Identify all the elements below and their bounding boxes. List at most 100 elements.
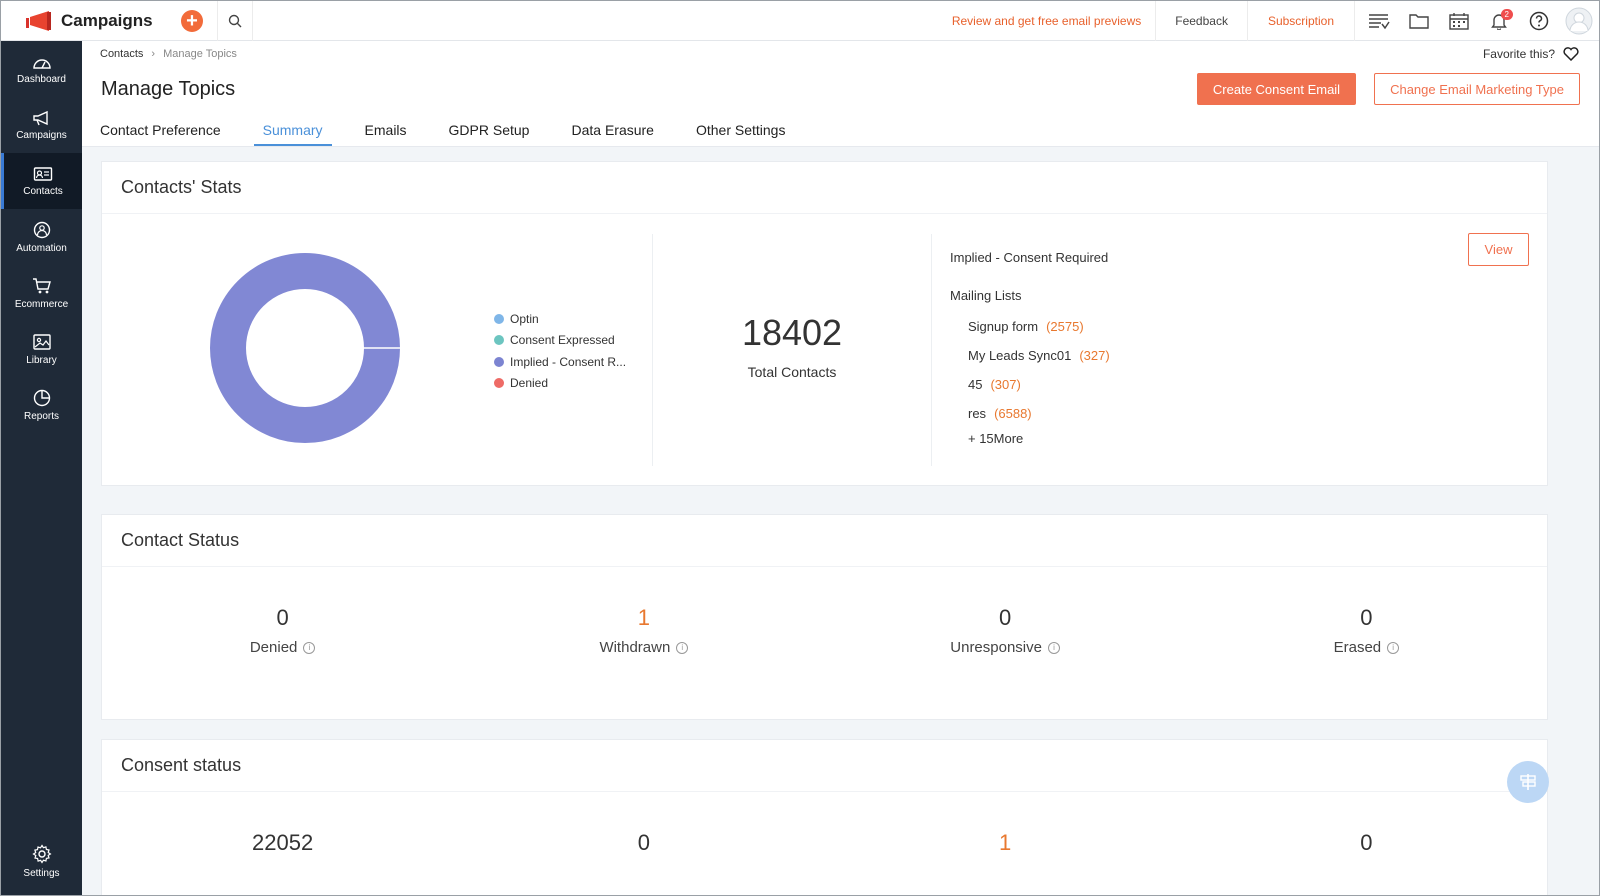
create-consent-email-button[interactable]: Create Consent Email xyxy=(1196,73,1357,105)
tab-summary[interactable]: Summary xyxy=(253,122,332,146)
notifications-button[interactable]: 2 xyxy=(1479,1,1519,41)
sidebar-item-contacts[interactable]: Contacts xyxy=(1,153,82,209)
sidebar-item-label: Settings xyxy=(23,867,60,879)
folder-button[interactable] xyxy=(1399,1,1439,41)
sidebar-item-label: Automation xyxy=(16,242,67,254)
metric-erased: 0 Erased i xyxy=(1186,605,1547,656)
search-icon xyxy=(228,14,242,27)
mailing-list-item[interactable]: res (6588) xyxy=(950,399,1110,428)
mailing-list-item[interactable]: My Leads Sync01 (327) xyxy=(950,341,1110,370)
search-button[interactable] xyxy=(217,1,253,41)
sidebar-item-library[interactable]: Library xyxy=(1,321,82,377)
consent-metric-value: 0 xyxy=(1360,830,1373,855)
contact-status-metrics: 0 Denied i 1 Withdrawn i 0 Unresponsive i 0… xyxy=(102,605,1547,656)
library-icon xyxy=(32,333,51,350)
metric-label: Erased xyxy=(1333,639,1382,656)
folder-icon xyxy=(1409,13,1429,29)
calendar-icon xyxy=(1449,12,1469,30)
total-contacts: 18402 Total Contacts xyxy=(652,312,932,380)
list-view-button[interactable] xyxy=(1359,1,1399,41)
tab-data-erasure[interactable]: Data Erasure xyxy=(571,122,654,138)
feedback-link[interactable]: Feedback xyxy=(1156,1,1248,41)
mailing-list-count: (6588) xyxy=(994,406,1032,421)
sidebar-item-campaigns[interactable]: Campaigns xyxy=(1,97,82,153)
consent-metric-value: 0 xyxy=(637,830,650,855)
breadcrumb: Contacts › Manage Topics Favorite this? xyxy=(82,41,1599,67)
sidebar-item-reports[interactable]: Reports xyxy=(1,377,82,433)
contacts-donut-chart xyxy=(210,253,403,443)
divider xyxy=(931,234,932,466)
legend-item-optin[interactable]: Optin xyxy=(494,308,626,330)
contact-status-title: Contact Status xyxy=(102,515,1547,567)
mailing-list-count: (307) xyxy=(990,377,1021,392)
total-contacts-label: Total Contacts xyxy=(747,364,837,380)
chart-legend: Optin Consent Expressed Implied - Consen… xyxy=(494,308,626,394)
main-content: Contacts › Manage Topics Favorite this? … xyxy=(82,41,1599,895)
metric-value[interactable]: 1 xyxy=(637,605,650,630)
quick-create-button[interactable]: + xyxy=(181,9,203,32)
legend-item-implied[interactable]: Implied - Consent R... xyxy=(494,351,626,373)
signpost-icon xyxy=(1520,774,1536,790)
contacts-stats-card: Contacts' Stats Optin Consent Expressed … xyxy=(101,161,1548,486)
legend-label: Optin xyxy=(510,311,539,326)
consent-metric-value[interactable]: 1 xyxy=(999,830,1012,855)
metric-withdrawn: 1 Withdrawn i xyxy=(463,605,824,656)
tab-bar: Contact Preference Summary Emails GDPR S… xyxy=(82,111,1599,147)
heart-icon xyxy=(1563,47,1579,61)
info-icon[interactable]: i xyxy=(676,641,689,654)
legend-dot xyxy=(494,335,504,346)
sidebar-item-label: Reports xyxy=(23,410,59,422)
tab-gdpr-setup[interactable]: GDPR Setup xyxy=(448,122,530,138)
mailing-lists-label: Mailing Lists xyxy=(950,287,1022,303)
divider xyxy=(652,234,653,466)
sidebar-item-label: Campaigns xyxy=(16,129,67,141)
legend-item-denied[interactable]: Denied xyxy=(494,373,626,395)
info-icon[interactable]: i xyxy=(1387,641,1400,654)
avatar-icon xyxy=(1565,7,1593,34)
page-title: Manage Topics xyxy=(101,77,236,100)
segment-details: Implied - Consent Required Mailing Lists… xyxy=(950,250,1110,448)
sidebar: Dashboard Campaigns Contacts Automation … xyxy=(1,41,82,895)
help-icon xyxy=(1529,11,1549,30)
info-icon[interactable]: i xyxy=(1047,641,1060,654)
view-button[interactable]: View xyxy=(1468,233,1529,266)
more-lists-link[interactable]: + 15More xyxy=(968,430,1024,446)
help-button[interactable] xyxy=(1519,1,1559,41)
consent-status-metrics: 22052 0 1 0 xyxy=(102,830,1547,856)
mailing-list-item[interactable]: 45 (307) xyxy=(950,370,1110,399)
contacts-stats-title: Contacts' Stats xyxy=(102,162,1547,214)
mailing-list-name: Signup form xyxy=(968,319,1039,334)
tab-contact-preference[interactable]: Contact Preference xyxy=(100,122,221,138)
legend-label: Denied xyxy=(510,376,549,391)
sidebar-item-automation[interactable]: Automation xyxy=(1,209,82,265)
mailing-list-count: (2575) xyxy=(1046,319,1084,334)
mailing-list-item[interactable]: Signup form (2575) xyxy=(950,312,1110,341)
sidebar-item-label: Dashboard xyxy=(17,73,66,85)
sidebar-item-ecommerce[interactable]: Ecommerce xyxy=(1,265,82,321)
floating-help-button[interactable] xyxy=(1507,761,1549,803)
list-filter-icon xyxy=(1369,13,1390,29)
metric-unresponsive: 0 Unresponsive i xyxy=(825,605,1186,656)
tab-other-settings[interactable]: Other Settings xyxy=(695,122,786,138)
dashboard-icon xyxy=(32,58,51,69)
legend-dot xyxy=(494,378,504,389)
tab-emails[interactable]: Emails xyxy=(364,122,407,138)
info-icon[interactable]: i xyxy=(303,641,316,654)
sidebar-item-dashboard[interactable]: Dashboard xyxy=(1,41,82,97)
campaigns-logo-icon xyxy=(26,10,51,31)
favorite-toggle[interactable]: Favorite this? xyxy=(1483,47,1579,61)
metric-label: Denied xyxy=(249,639,298,656)
review-previews-link[interactable]: Review and get free email previews xyxy=(938,1,1157,41)
brand[interactable]: Campaigns xyxy=(1,1,177,41)
metric-value: 0 xyxy=(999,605,1012,630)
sidebar-item-settings[interactable]: Settings xyxy=(1,833,82,889)
legend-item-consent-expressed[interactable]: Consent Expressed xyxy=(494,330,626,352)
change-email-marketing-type-button[interactable]: Change Email Marketing Type xyxy=(1374,73,1580,105)
metric-value: 0 xyxy=(1360,605,1373,630)
metric-value: 0 xyxy=(276,605,289,630)
breadcrumb-contacts[interactable]: Contacts xyxy=(100,48,144,60)
subscription-link[interactable]: Subscription xyxy=(1248,1,1355,41)
calendar-button[interactable] xyxy=(1439,1,1479,41)
user-avatar-button[interactable] xyxy=(1559,1,1599,41)
